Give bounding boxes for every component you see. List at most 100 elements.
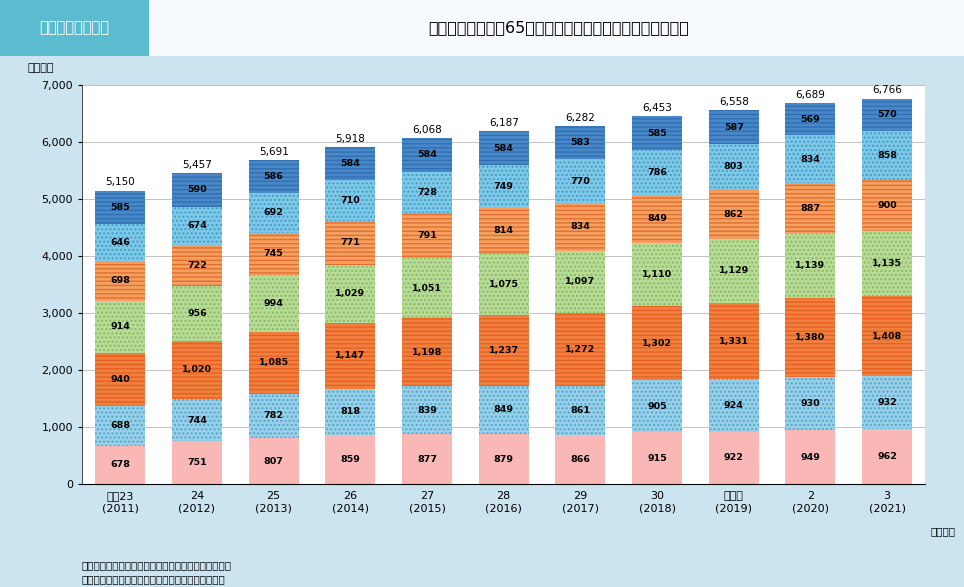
Text: 1,408: 1,408 [872, 332, 902, 340]
Bar [479, 165, 528, 207]
Text: 1,380: 1,380 [795, 333, 825, 342]
Bar [479, 434, 528, 484]
Text: 861: 861 [571, 406, 590, 415]
Bar [0, 0, 149, 56]
Text: （千人）: （千人） [27, 63, 54, 73]
Bar [555, 313, 605, 386]
Bar [479, 131, 528, 165]
Bar [249, 160, 299, 193]
Text: 1,051: 1,051 [412, 284, 442, 293]
Bar [479, 386, 528, 434]
Text: 900: 900 [877, 201, 897, 210]
Text: 584: 584 [340, 159, 361, 168]
Bar [402, 258, 452, 318]
Text: 図１－２－２－６: 図１－２－２－６ [40, 21, 109, 35]
Text: 915: 915 [647, 454, 667, 463]
Text: 877: 877 [417, 455, 437, 464]
Text: 834: 834 [800, 154, 820, 164]
Text: 1,097: 1,097 [565, 278, 596, 286]
Text: 586: 586 [264, 172, 283, 181]
Text: 5,691: 5,691 [258, 147, 288, 157]
Text: 849: 849 [494, 406, 514, 414]
Bar [402, 171, 452, 213]
Text: 590: 590 [187, 185, 206, 194]
Text: 879: 879 [494, 455, 514, 464]
Bar [402, 139, 452, 171]
Text: 688: 688 [110, 421, 130, 430]
Bar [172, 245, 222, 286]
Bar [555, 126, 605, 159]
Bar [709, 303, 759, 379]
Bar [632, 380, 682, 432]
Bar [326, 265, 375, 323]
Text: 905: 905 [647, 402, 667, 411]
Text: 1,110: 1,110 [642, 270, 672, 279]
Bar [172, 399, 222, 441]
Text: 1,302: 1,302 [642, 339, 672, 348]
Text: 751: 751 [187, 458, 207, 467]
Bar [326, 221, 375, 265]
Bar [249, 394, 299, 438]
Bar [632, 432, 682, 484]
Text: 678: 678 [110, 460, 130, 470]
Text: 1,331: 1,331 [719, 336, 749, 346]
Text: 583: 583 [571, 138, 590, 147]
Bar [862, 430, 912, 484]
Text: 698: 698 [110, 276, 130, 285]
Text: 1,147: 1,147 [335, 352, 365, 360]
Text: 858: 858 [877, 151, 897, 160]
Text: 745: 745 [264, 249, 283, 258]
Text: 956: 956 [187, 309, 207, 318]
Bar [862, 99, 912, 131]
Text: 584: 584 [417, 150, 437, 160]
Text: 6,187: 6,187 [489, 119, 519, 129]
Text: 6,558: 6,558 [719, 97, 749, 107]
Text: 962: 962 [877, 453, 897, 461]
Text: 807: 807 [264, 457, 283, 465]
Text: 5,457: 5,457 [182, 160, 212, 170]
Text: 6,453: 6,453 [642, 103, 672, 113]
Bar [786, 377, 836, 430]
Text: 771: 771 [340, 238, 361, 247]
Bar [172, 207, 222, 245]
Bar [402, 213, 452, 258]
Bar [862, 231, 912, 296]
Bar [786, 298, 836, 377]
Text: 728: 728 [417, 188, 437, 197]
Bar [786, 103, 836, 136]
Bar [555, 251, 605, 313]
Text: 887: 887 [800, 204, 820, 212]
Bar [555, 159, 605, 203]
Text: 839: 839 [417, 406, 437, 415]
Bar [326, 436, 375, 484]
Bar [862, 180, 912, 231]
Text: 849: 849 [647, 214, 667, 223]
Text: 940: 940 [111, 375, 130, 384]
Bar [172, 173, 222, 207]
Bar [95, 191, 146, 224]
Text: 924: 924 [724, 401, 743, 410]
Text: 6,766: 6,766 [872, 85, 902, 95]
Text: 722: 722 [187, 261, 207, 270]
Text: 585: 585 [647, 129, 667, 137]
Bar [95, 406, 146, 446]
Bar [95, 261, 146, 301]
Text: 862: 862 [724, 210, 744, 219]
Text: 1,237: 1,237 [489, 346, 519, 355]
Text: 資料：厚生労働省「介護保険事業状況報告（年報）」
（注）四捨五入のため合計は必ずしも一致しない。: 資料：厚生労働省「介護保険事業状況報告（年報）」 （注）四捨五入のため合計は必ず… [82, 560, 232, 584]
Bar [249, 438, 299, 484]
Bar [555, 386, 605, 435]
Bar [479, 254, 528, 315]
Bar [95, 224, 146, 261]
Bar [632, 243, 682, 306]
Bar [709, 431, 759, 484]
Bar [862, 296, 912, 376]
Text: 922: 922 [724, 454, 743, 463]
Text: 1,029: 1,029 [335, 289, 365, 298]
Bar [326, 180, 375, 221]
Text: 6,689: 6,689 [795, 90, 825, 100]
Bar [709, 239, 759, 303]
Bar [862, 376, 912, 430]
Text: 749: 749 [494, 181, 514, 191]
Bar [632, 194, 682, 243]
